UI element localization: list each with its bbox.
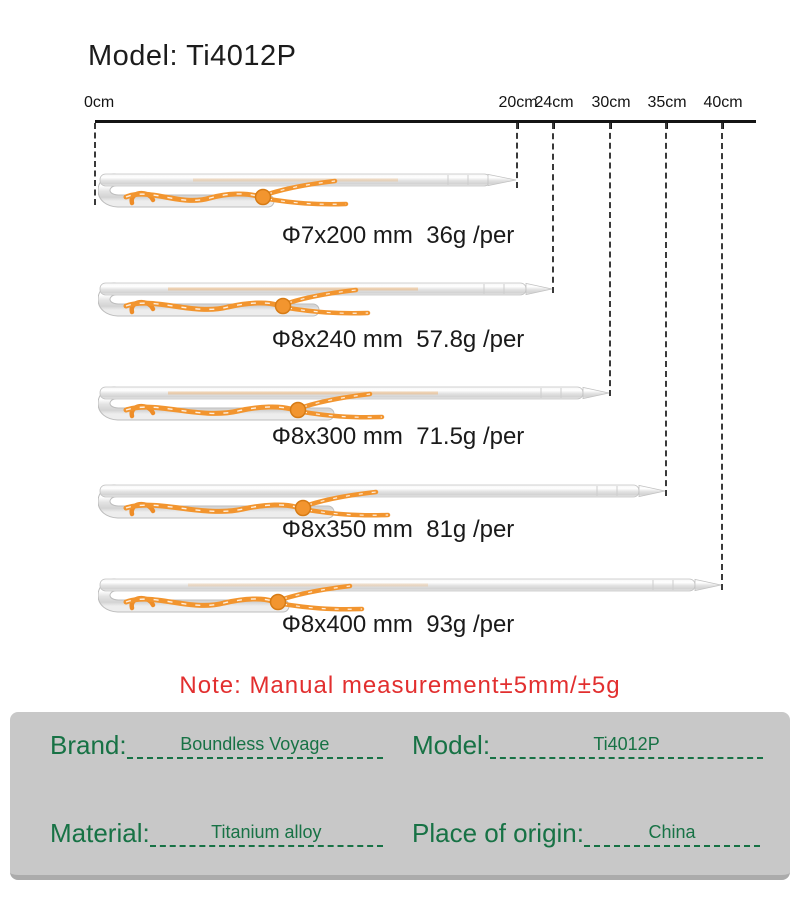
- tent-peg-illustration: [98, 484, 666, 519]
- page-title: Model: Ti4012P: [88, 40, 297, 72]
- peg-size-label: Φ8x400 mm 93g /per: [281, 611, 515, 638]
- measurement-note: Note: Manual measurement±5mm/±5g: [179, 672, 621, 699]
- ruler-tick-label: 35cm: [647, 94, 687, 111]
- info-label: Brand:: [50, 730, 127, 760]
- ruler-tick-label: 24cm: [534, 94, 574, 111]
- measurement-guide-line: [665, 123, 667, 496]
- tent-peg-illustration: [98, 282, 553, 317]
- info-label: Model:: [412, 730, 491, 760]
- ruler-line: [95, 120, 756, 123]
- info-label: Place of origin:: [412, 818, 584, 848]
- peg-size-label: Φ8x350 mm 81g /per: [281, 516, 515, 543]
- info-value: Boundless Voyage: [126, 734, 383, 760]
- ruler-tick: [722, 123, 724, 129]
- peg-size-label: Φ8x240 mm 57.8g /per: [271, 326, 525, 353]
- cord-knot: [289, 401, 307, 419]
- info-field-brand: Brand: Boundless Voyage: [50, 730, 383, 760]
- info-field-material: Material: Titanium alloy: [50, 818, 383, 848]
- peg-tip: [582, 386, 610, 400]
- measurement-guide-line: [721, 123, 723, 590]
- tent-peg-illustration: [98, 578, 722, 613]
- ruler-tick: [666, 123, 668, 129]
- tent-peg-illustration: [98, 173, 517, 208]
- peg-size-label: Φ7x200 mm 36g /per: [281, 222, 515, 249]
- peg-tip: [525, 282, 553, 296]
- ruler-tick-label: 20cm: [498, 94, 538, 111]
- ruler-tick-label: 30cm: [591, 94, 631, 111]
- measurement-guide-line: [94, 123, 96, 205]
- cord-knot: [294, 499, 312, 517]
- measurement-guide-line: [609, 123, 611, 396]
- peg-tip: [487, 173, 517, 187]
- measurement-guide-line: [516, 123, 518, 188]
- info-field-origin: Place of origin: China: [412, 818, 760, 848]
- peg-tip: [638, 484, 666, 498]
- info-field-model: Model: Ti4012P: [412, 730, 763, 760]
- ruler-tick: [610, 123, 612, 129]
- info-value: Titanium alloy: [149, 822, 383, 848]
- info-value: Ti4012P: [490, 734, 763, 760]
- ruler-tick-label: 40cm: [703, 94, 743, 111]
- ruler-tick-label: 0cm: [84, 94, 115, 111]
- cord-knot: [269, 593, 287, 611]
- info-value: China: [583, 822, 760, 848]
- tent-peg-illustration: [98, 386, 610, 421]
- ruler-tick: [553, 123, 555, 129]
- ruler-tick: [517, 123, 519, 129]
- measurement-guide-line: [552, 123, 554, 293]
- cord-knot: [254, 188, 272, 206]
- peg-tip: [694, 578, 722, 592]
- product-info-box: [10, 712, 790, 880]
- info-label: Material:: [50, 818, 150, 848]
- cord-knot: [274, 297, 292, 315]
- peg-size-label: Φ8x300 mm 71.5g /per: [271, 423, 525, 450]
